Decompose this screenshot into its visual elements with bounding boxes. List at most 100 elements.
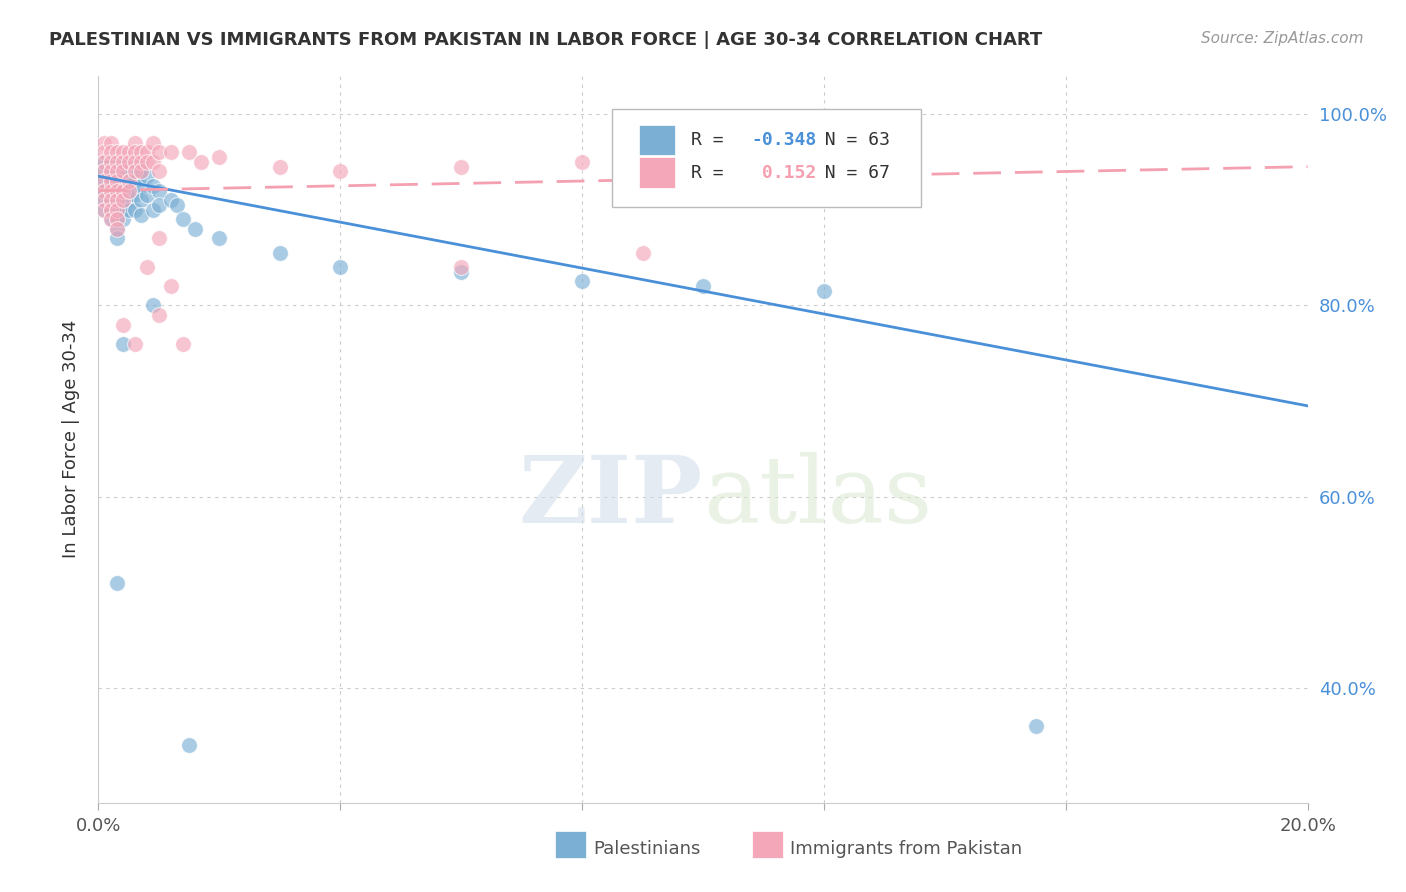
Point [148,308,170,322]
Point [100,164,122,178]
Point [124,164,146,178]
Point [142,136,165,150]
FancyBboxPatch shape [613,109,921,207]
Point [105,193,128,207]
Text: Source: ZipAtlas.com: Source: ZipAtlas.com [1201,31,1364,46]
Point [571,275,593,289]
Point [692,155,714,169]
Point [571,155,593,169]
Point [148,198,170,212]
Point [105,155,128,169]
Text: atlas: atlas [703,452,932,542]
Text: R =: R = [690,131,734,149]
Point [124,145,146,160]
Point [124,336,146,351]
Point [142,298,165,312]
Point [129,178,152,193]
Point [93,164,115,178]
Point [208,231,231,245]
Point [184,222,207,236]
Y-axis label: In Labor Force | Age 30-34: In Labor Force | Age 30-34 [62,320,80,558]
Point [100,174,122,188]
Text: PALESTINIAN VS IMMIGRANTS FROM PAKISTAN IN LABOR FORCE | AGE 30-34 CORRELATION C: PALESTINIAN VS IMMIGRANTS FROM PAKISTAN … [49,31,1042,49]
Point [166,198,188,212]
Point [124,188,146,202]
Point [160,145,183,160]
Point [111,336,134,351]
Point [100,212,122,227]
Point [190,155,212,169]
Point [160,279,183,293]
Point [118,145,141,160]
Point [135,260,157,274]
Point [329,164,352,178]
Point [124,136,146,150]
Point [105,164,128,178]
Point [93,155,115,169]
Text: ZIP: ZIP [519,452,703,542]
Point [111,145,134,160]
Point [1024,719,1046,733]
Point [93,202,115,217]
Point [105,222,128,236]
Point [93,193,115,207]
Point [100,136,122,150]
Point [148,145,170,160]
Point [93,145,115,160]
Text: Palestinians: Palestinians [593,840,700,858]
Point [124,202,146,217]
Text: N = 67: N = 67 [803,163,890,181]
Point [111,169,134,184]
Point [100,164,122,178]
Point [450,265,472,279]
Text: 0.152: 0.152 [751,163,817,181]
Point [129,207,152,221]
Point [105,212,128,227]
Point [142,202,165,217]
Point [105,184,128,198]
Point [93,202,115,217]
Point [692,279,714,293]
Point [813,160,835,174]
Point [100,155,122,169]
Point [148,184,170,198]
Point [124,155,146,169]
Point [111,318,134,332]
Point [111,160,134,174]
Point [100,184,122,198]
Point [124,174,146,188]
Point [100,174,122,188]
Point [135,155,157,169]
Point [111,212,134,227]
Point [135,169,157,184]
Point [105,222,128,236]
Point [111,155,134,169]
Point [269,245,291,260]
Point [172,336,194,351]
Point [105,174,128,188]
Point [93,164,115,178]
Point [100,155,122,169]
Point [118,202,141,217]
Point [118,155,141,169]
Point [631,245,654,260]
Text: N = 63: N = 63 [803,131,890,149]
Point [105,164,128,178]
Point [93,174,115,188]
Bar [638,157,675,188]
Point [100,193,122,207]
Point [142,155,165,169]
Point [142,178,165,193]
Text: R =: R = [690,163,734,181]
Point [105,202,128,217]
Point [129,193,152,207]
Point [160,193,183,207]
Text: Immigrants from Pakistan: Immigrants from Pakistan [790,840,1022,858]
Point [148,231,170,245]
Point [105,231,128,245]
Point [172,212,194,227]
Point [93,193,115,207]
Point [129,145,152,160]
Point [105,174,128,188]
Point [129,155,152,169]
